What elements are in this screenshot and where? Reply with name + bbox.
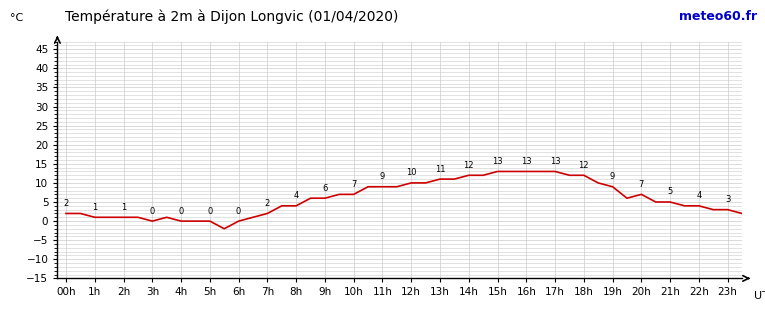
Text: 3: 3 <box>725 195 731 204</box>
Text: 7: 7 <box>351 180 356 189</box>
Text: 12: 12 <box>578 161 589 170</box>
Text: 0: 0 <box>150 206 155 216</box>
Text: 1: 1 <box>92 203 97 212</box>
Text: meteo60.fr: meteo60.fr <box>679 10 757 23</box>
Text: 12: 12 <box>464 161 474 170</box>
Text: 11: 11 <box>435 164 445 173</box>
Text: 0: 0 <box>207 206 213 216</box>
Text: 13: 13 <box>550 157 561 166</box>
Text: °C: °C <box>10 13 23 23</box>
Text: 2: 2 <box>265 199 270 208</box>
Text: 13: 13 <box>492 157 503 166</box>
Text: 5: 5 <box>668 188 672 196</box>
Text: 4: 4 <box>294 191 299 200</box>
Text: Température à 2m à Dijon Longvic (01/04/2020): Température à 2m à Dijon Longvic (01/04/… <box>65 10 399 24</box>
Text: UTC: UTC <box>754 291 765 301</box>
Text: 7: 7 <box>639 180 644 189</box>
Text: 6: 6 <box>322 184 327 193</box>
Text: 0: 0 <box>236 206 241 216</box>
Text: 13: 13 <box>521 157 532 166</box>
Text: 0: 0 <box>178 206 184 216</box>
Text: 4: 4 <box>696 191 702 200</box>
Text: 10: 10 <box>406 168 416 177</box>
Text: 9: 9 <box>610 172 615 181</box>
Text: 9: 9 <box>380 172 385 181</box>
Text: 1: 1 <box>121 203 126 212</box>
Text: 2: 2 <box>63 199 69 208</box>
